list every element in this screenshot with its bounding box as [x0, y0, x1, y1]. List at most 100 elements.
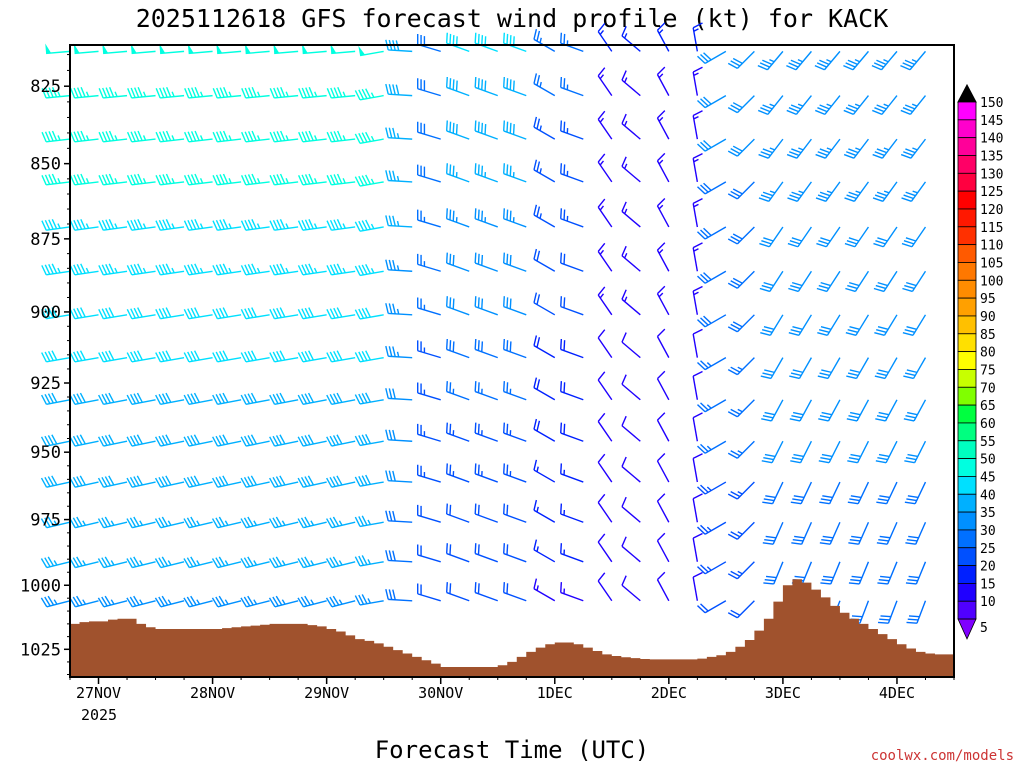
- barb-shaft: [246, 561, 270, 569]
- barb-flag: [187, 351, 194, 362]
- barb-flag: [98, 352, 105, 363]
- barb-flag: [130, 351, 136, 362]
- barb-shaft: [656, 249, 670, 272]
- barb-flag: [155, 265, 161, 276]
- barb-flag: [730, 490, 741, 498]
- colorbar-label: 60: [980, 417, 996, 432]
- barb-shaft: [132, 600, 156, 608]
- colorbar-swatch: [957, 511, 977, 531]
- barb-flag: [452, 122, 455, 134]
- barb-flag: [533, 116, 538, 128]
- barb-shaft: [704, 357, 727, 371]
- barb-half-flag: [342, 223, 346, 229]
- barb-flag: [40, 597, 48, 608]
- barb-flag: [133, 556, 140, 567]
- barb-shaft: [274, 314, 299, 320]
- chart-title: 2025112618 GFS forecast wind profile (kt…: [136, 4, 889, 33]
- wind-barb: [560, 76, 584, 97]
- barb-flag: [187, 219, 193, 231]
- barb-flag: [732, 233, 743, 240]
- barb-flag: [101, 219, 108, 231]
- wind-barb: [656, 493, 670, 523]
- barb-half-flag: [85, 135, 90, 141]
- barb-flag: [126, 597, 133, 608]
- barb-flag: [727, 452, 738, 459]
- barb-half-flag: [624, 120, 628, 127]
- barb-flag: [358, 351, 365, 362]
- y-tick-label: 900: [30, 303, 61, 323]
- y-tick-label: 850: [30, 155, 61, 175]
- barb-flag: [506, 78, 509, 89]
- barb-half-flag: [693, 203, 699, 208]
- barb-shaft: [417, 514, 441, 523]
- barb-shaft: [859, 600, 870, 624]
- barb-flag: [240, 518, 247, 528]
- wind-barb: [474, 252, 498, 272]
- colorbar-swatch: [957, 422, 977, 442]
- wind-barb: [126, 263, 156, 276]
- barb-flag: [358, 555, 365, 566]
- wind-barb: [597, 153, 613, 183]
- wind-barb: [40, 392, 71, 405]
- barb-flag: [385, 303, 389, 314]
- barb-flag: [872, 197, 884, 202]
- barb-shaft: [359, 356, 384, 363]
- wind-barb: [212, 350, 242, 363]
- barb-shaft: [704, 270, 727, 284]
- barb-flag: [76, 264, 83, 275]
- barb-flag: [786, 64, 797, 71]
- barb-shaft: [560, 218, 584, 228]
- wind-barb: [98, 219, 128, 231]
- barb-flag: [817, 331, 828, 336]
- barb-shaft: [621, 383, 641, 401]
- wind-barb: [876, 481, 898, 505]
- barb-flag: [452, 210, 455, 222]
- barb-flag: [656, 370, 666, 380]
- barb-flag: [788, 62, 799, 68]
- wind-barb: [597, 572, 613, 602]
- colorbar-swatch: [957, 476, 977, 495]
- barb-flag: [247, 435, 254, 445]
- wind-barb: [656, 110, 670, 140]
- barb-flag: [792, 325, 803, 330]
- barb-flag: [297, 558, 304, 568]
- barb-flag: [44, 476, 51, 487]
- barb-flag: [358, 516, 365, 527]
- barb-flag: [385, 429, 389, 441]
- barb-shaft: [692, 27, 699, 52]
- barb-flag: [533, 159, 538, 171]
- barb-half-flag: [253, 520, 258, 526]
- barb-shaft: [801, 521, 813, 545]
- barb-flag: [730, 450, 741, 457]
- barb-shaft: [160, 600, 185, 608]
- barb-shaft: [160, 270, 185, 276]
- wind-barb: [692, 198, 703, 228]
- barb-flag: [880, 615, 891, 618]
- barb-flag: [819, 415, 831, 419]
- wind-barb: [656, 197, 670, 228]
- colorbar-label: 115: [980, 221, 1003, 236]
- barb-half-flag: [342, 91, 346, 97]
- barb-shaft: [74, 399, 99, 405]
- barb-flag: [104, 435, 111, 445]
- barb-flag: [563, 209, 566, 220]
- barb-flag: [843, 109, 854, 115]
- barb-shaft: [597, 161, 613, 183]
- barb-flag: [474, 582, 477, 593]
- wind-barb: [901, 226, 927, 248]
- barb-flag: [98, 131, 104, 143]
- barb-half-flag: [854, 58, 861, 63]
- barb-shaft: [131, 399, 156, 405]
- barb-shaft: [160, 94, 185, 99]
- wind-barb: [69, 130, 99, 143]
- barb-shaft: [771, 481, 784, 505]
- colorbar-swatch: [957, 547, 977, 566]
- barb-shaft: [388, 559, 413, 563]
- wind-barb: [445, 422, 470, 442]
- barb-shaft: [692, 203, 699, 228]
- barb-flag: [130, 174, 136, 185]
- wind-barb: [817, 314, 841, 336]
- barb-flag: [481, 79, 484, 90]
- barb-flag: [329, 174, 336, 185]
- barb-flag: [272, 308, 279, 319]
